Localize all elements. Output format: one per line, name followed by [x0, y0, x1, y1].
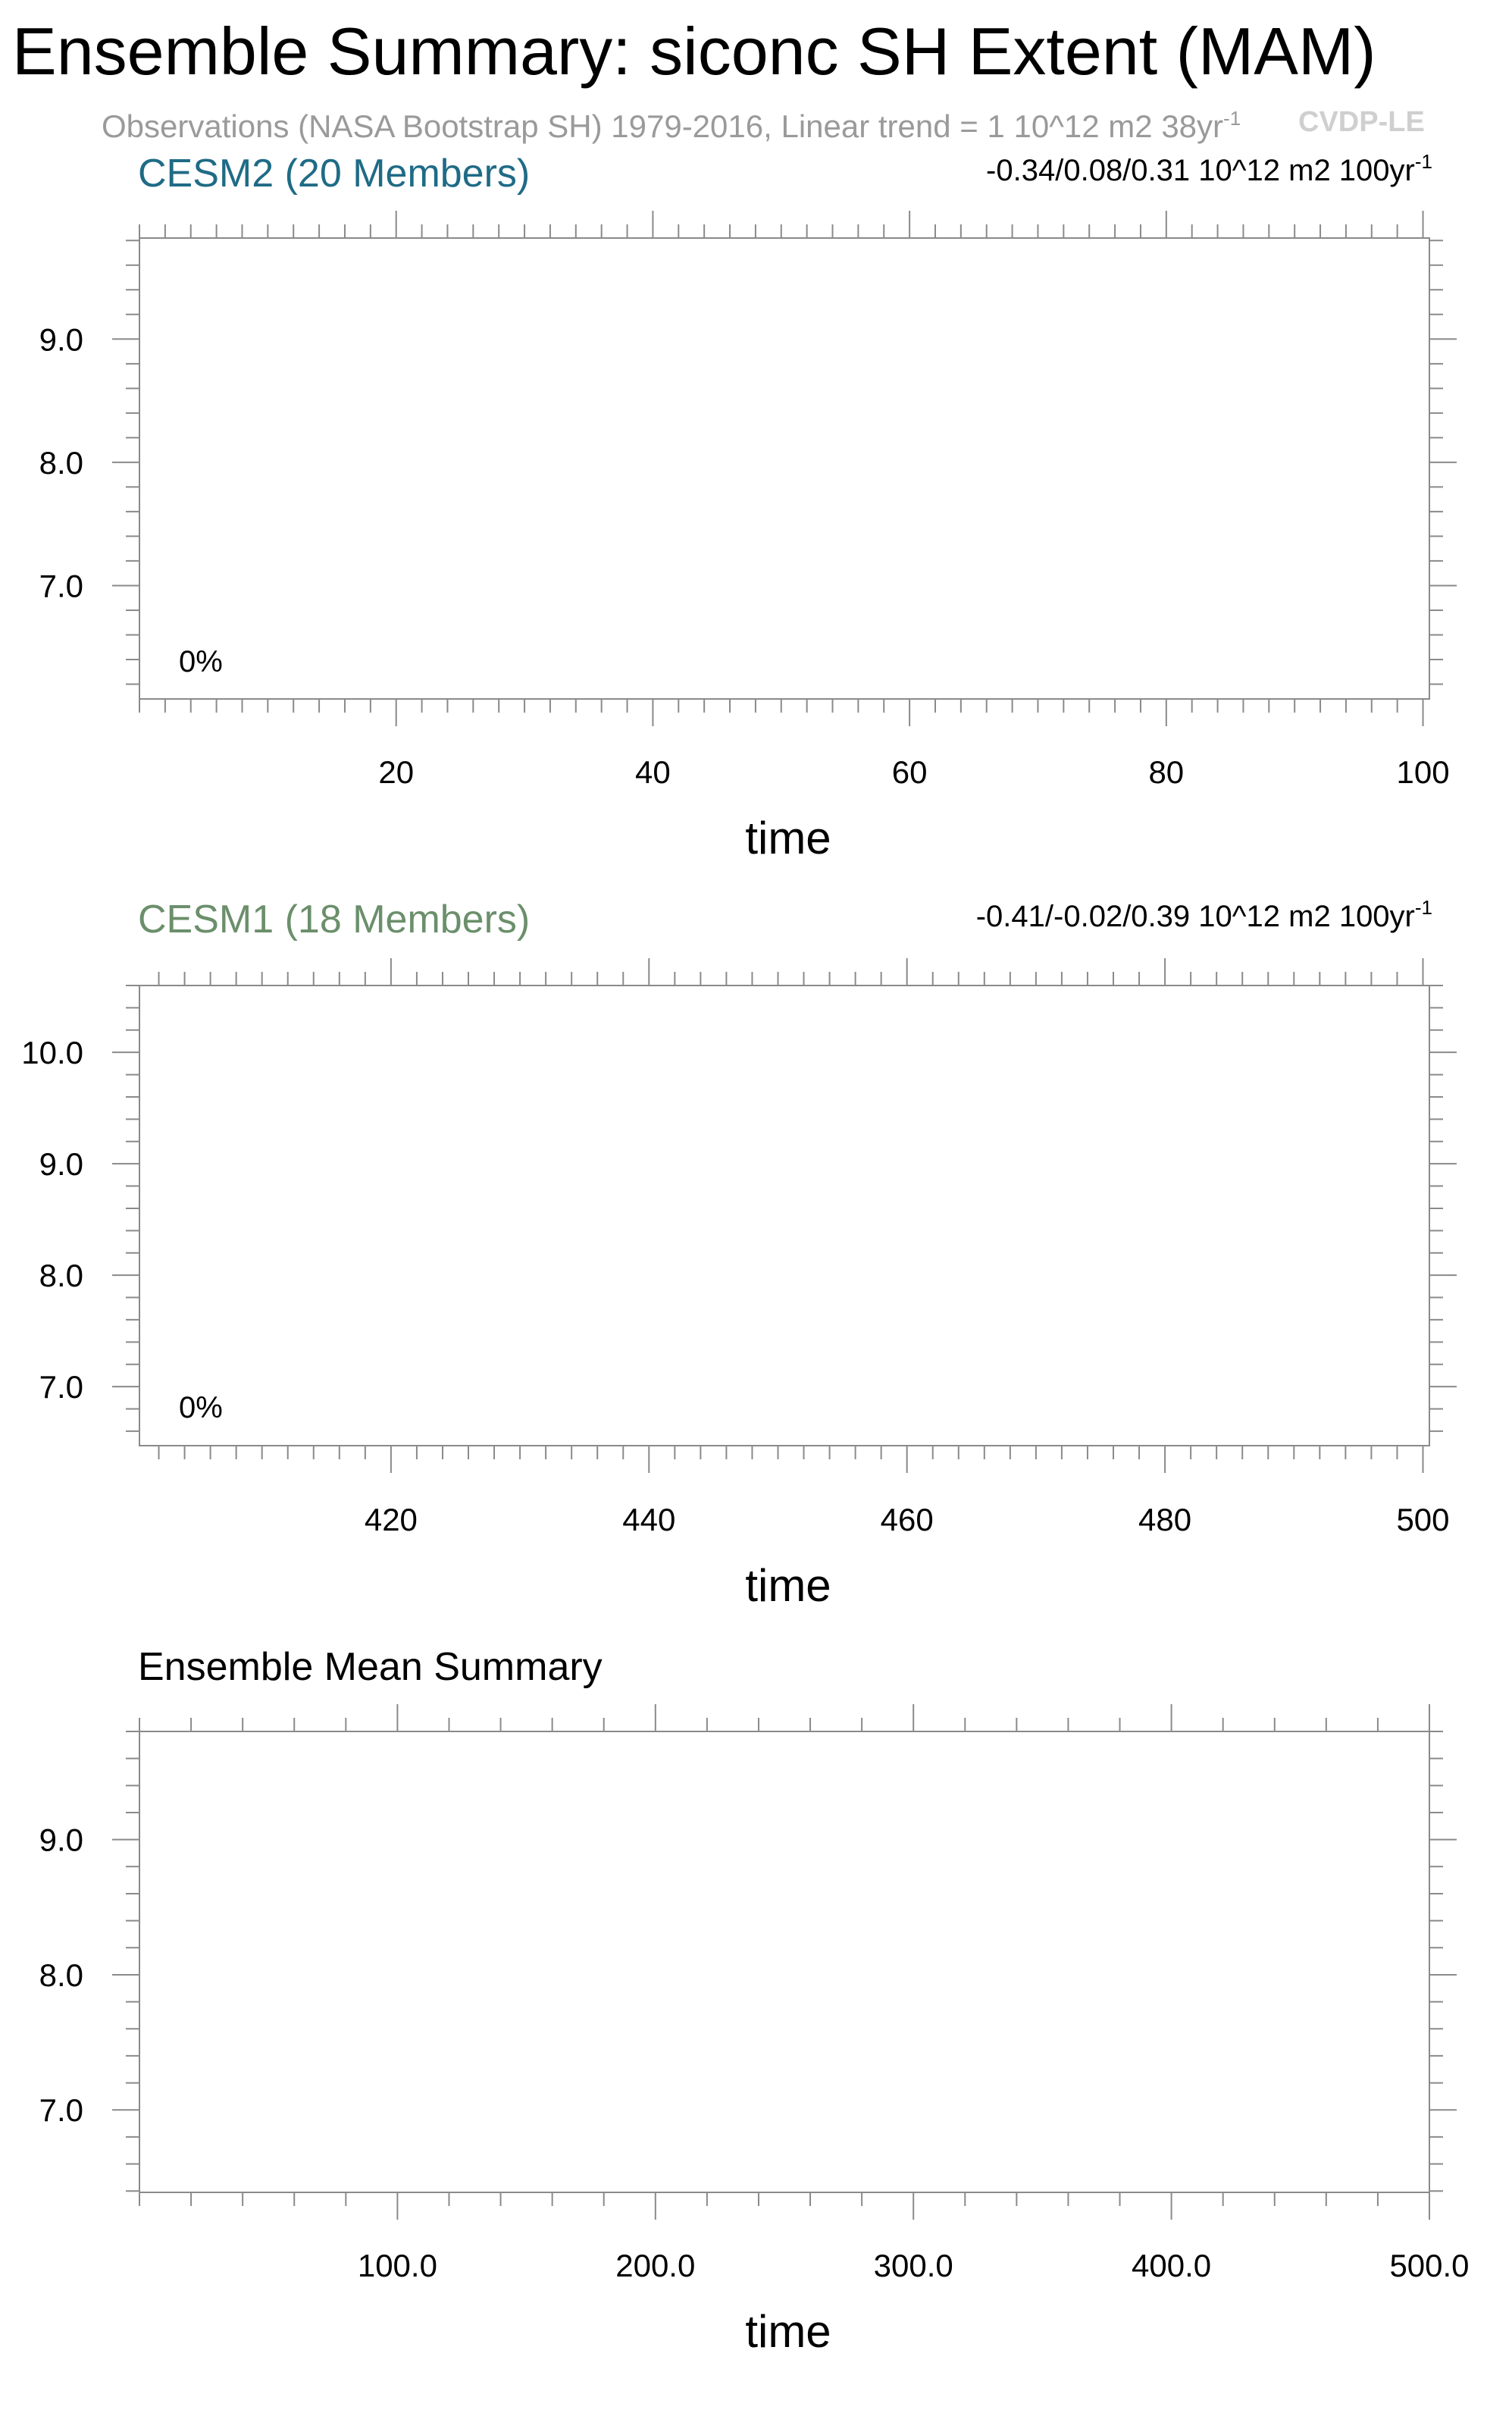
- x-tick-label: 200.0: [615, 2248, 695, 2283]
- y-tick-label: 7.0: [39, 568, 83, 603]
- x-tick-label: 500: [1396, 1502, 1449, 1537]
- panel-1: 20 40 60 80 100 7.0 8.0 9.0 CESM2 (20 Members) -0…: [39, 150, 1457, 863]
- x-tick-label: 80: [1148, 754, 1184, 790]
- y-tick-label: 9.0: [39, 1822, 83, 1858]
- x-tick-label: 300.0: [874, 2248, 953, 2283]
- percent-label: 0%: [179, 645, 223, 678]
- y-major-ticks: [112, 1838, 1457, 2111]
- observations-subtitle: Observations (NASA Bootstrap SH) 1979-20…: [102, 99, 1241, 146]
- y-major-ticks: [112, 338, 1457, 587]
- y-minor-ticks: [126, 240, 1443, 685]
- x-minor-ticks: [139, 1718, 1379, 2206]
- x-tick-label: 100.0: [358, 2248, 437, 2283]
- y-minor-ticks: [126, 985, 1443, 1432]
- x-axis-label: time: [745, 1560, 831, 1611]
- plot-frame: [139, 1731, 1430, 2193]
- x-major-ticks: [396, 1704, 1430, 2220]
- y-tick-label: 8.0: [39, 1957, 83, 1993]
- x-tick-label: 440: [622, 1502, 675, 1537]
- y-tick-label: 9.0: [39, 321, 83, 357]
- y-tick-label: 7.0: [39, 2092, 83, 2128]
- x-tick-label: 420: [365, 1502, 418, 1537]
- cvdp-le-watermark: CVDP-LE: [1298, 106, 1425, 138]
- x-axis-label: time: [745, 813, 831, 863]
- x-tick-label: 60: [892, 754, 928, 790]
- panel-title: CESM1 (18 Members): [138, 898, 530, 942]
- plot-frame: [139, 237, 1430, 700]
- y-minor-ticks: [126, 1731, 1443, 2192]
- x-tick-label: 40: [635, 754, 671, 790]
- y-tick-label: 7.0: [39, 1369, 83, 1405]
- trend-text: -0.34/0.08/0.31 10^12 m2 100yr: [986, 154, 1415, 187]
- x-tick-label: 100: [1396, 754, 1449, 790]
- panel-title: Ensemble Mean Summary: [138, 1645, 603, 1689]
- y-tick-label: 10.0: [21, 1035, 83, 1070]
- x-axis-label: time: [745, 2306, 831, 2357]
- percent-label: 0%: [179, 1391, 223, 1424]
- trend-label: -0.34/0.08/0.31 10^12 m2 100yr-1: [986, 150, 1432, 187]
- y-tick-label: 9.0: [39, 1146, 83, 1182]
- y-tick-label: 8.0: [39, 1258, 83, 1293]
- observations-superscript: -1: [1223, 107, 1241, 130]
- x-minor-ticks: [158, 972, 1398, 1459]
- x-tick-label: 460: [881, 1502, 934, 1537]
- x-major-ticks: [390, 958, 1424, 1473]
- page-title: Ensemble Summary: siconc SH Extent (MAM): [12, 14, 1376, 89]
- x-tick-label: 480: [1138, 1502, 1191, 1537]
- trend-superscript: -1: [1415, 896, 1432, 919]
- x-major-ticks: [395, 211, 1424, 726]
- observations-text: Observations (NASA Bootstrap SH) 1979-20…: [102, 108, 1224, 144]
- x-tick-label: 500.0: [1389, 2248, 1469, 2283]
- trend-superscript: -1: [1415, 150, 1432, 173]
- x-tick-label: 400.0: [1132, 2248, 1211, 2283]
- x-tick-label: 20: [378, 754, 414, 790]
- x-minor-ticks: [139, 224, 1398, 713]
- panel-2: 420 440 460 480 500 7.0 8.0 9.0 10.0 CESM1 (18 Me…: [21, 896, 1457, 1611]
- plot-frame: [139, 985, 1430, 1446]
- y-tick-label: 8.0: [39, 445, 83, 481]
- trend-label: -0.41/-0.02/0.39 10^12 m2 100yr-1: [976, 896, 1432, 933]
- y-major-ticks: [112, 1051, 1457, 1388]
- panel-3: 100.0 200.0 300.0 400.0 500.0 7.0 8.0 9.0 Ensemb…: [39, 1645, 1470, 2357]
- panel-title: CESM2 (20 Members): [138, 152, 530, 196]
- trend-text: -0.41/-0.02/0.39 10^12 m2 100yr: [976, 900, 1415, 933]
